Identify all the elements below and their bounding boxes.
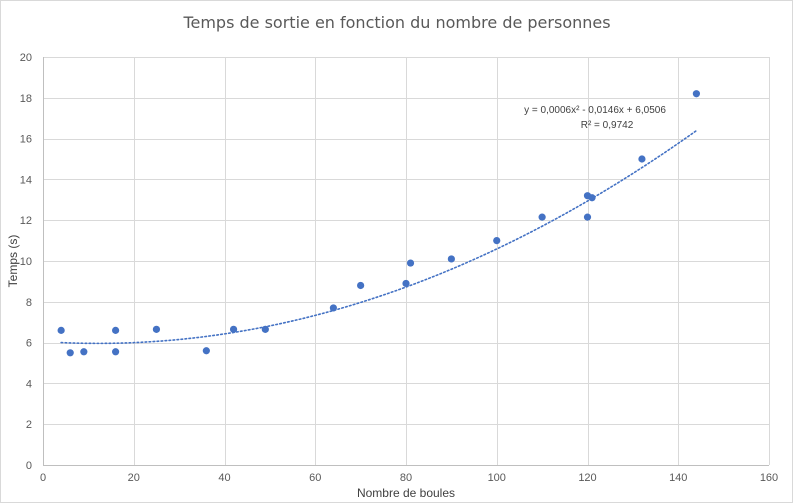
x-tick-label: 120 <box>578 472 596 484</box>
y-tick-label: 2 <box>26 419 32 431</box>
data-point <box>80 348 88 356</box>
x-tick-label: 140 <box>669 472 687 484</box>
data-point <box>152 325 161 333</box>
chart-title: Temps de sortie en fonction du nombre de… <box>182 13 610 32</box>
data-point <box>493 237 501 245</box>
trendline-path <box>60 129 698 345</box>
y-tick-label: 18 <box>20 93 32 105</box>
y-tick-label: 0 <box>26 460 32 472</box>
x-tick-label: 80 <box>400 472 412 484</box>
data-point <box>538 213 546 221</box>
y-axis-title: Temps (s) <box>6 235 20 288</box>
data-point <box>57 326 65 334</box>
y-tick-label: 16 <box>20 134 32 146</box>
data-point <box>583 213 592 221</box>
data-point <box>402 279 410 288</box>
x-tick-label: 100 <box>488 472 506 484</box>
data-point <box>692 90 701 98</box>
trendline-equation: y = 0,0006x² - 0,0146x + 6,0506 <box>524 105 666 116</box>
data-point <box>202 347 210 355</box>
data-point <box>588 194 596 202</box>
y-tick-label: 20 <box>20 52 32 64</box>
data-point <box>112 348 120 356</box>
x-tick-label: 40 <box>218 472 230 484</box>
y-tick-label: 6 <box>26 338 32 350</box>
gridlines <box>43 57 770 465</box>
axes <box>43 57 769 466</box>
data-point <box>229 325 238 333</box>
tick-labels: 0 2 4 6 8 10 12 14 16 18 20 0 20 40 60 80 100 120 140 160 <box>20 52 778 484</box>
trendline <box>60 129 698 345</box>
x-tick-label: 60 <box>309 472 321 484</box>
data-point <box>638 155 646 163</box>
data-point <box>447 255 455 263</box>
x-axis-title: Nombre de boules <box>357 486 455 500</box>
data-point <box>406 259 415 267</box>
y-tick-label: 12 <box>20 215 32 227</box>
data-points <box>57 90 701 357</box>
data-point <box>329 304 337 312</box>
y-tick-label: 10 <box>20 256 32 268</box>
y-tick-label: 4 <box>26 378 32 390</box>
trendline-r-squared: R² = 0,9742 <box>581 120 634 131</box>
data-point <box>261 325 269 333</box>
y-tick-label: 14 <box>20 174 32 186</box>
data-point <box>66 349 74 357</box>
y-tick-label: 8 <box>26 297 32 309</box>
x-tick-label: 160 <box>760 472 778 484</box>
x-tick-label: 0 <box>40 472 46 484</box>
data-point <box>357 281 365 290</box>
data-point <box>112 326 120 334</box>
x-tick-label: 20 <box>128 472 140 484</box>
